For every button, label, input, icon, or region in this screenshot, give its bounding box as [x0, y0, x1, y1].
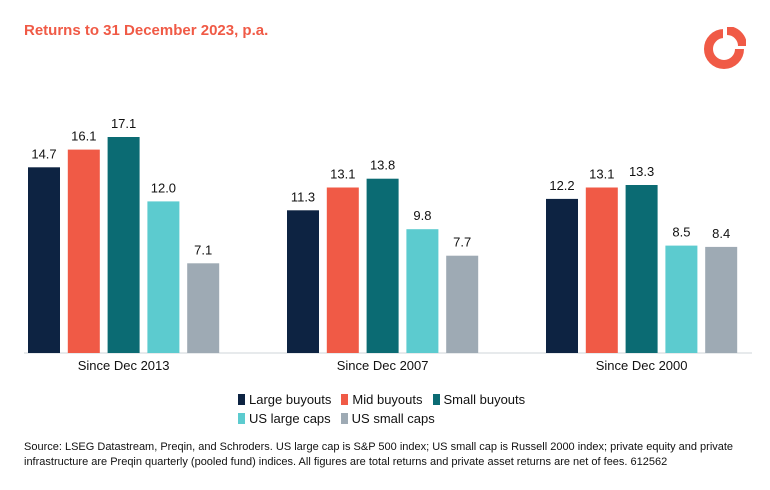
legend-label: Small buyouts	[443, 392, 526, 407]
data-label: 7.7	[453, 235, 471, 250]
bar-us-large-caps	[665, 245, 698, 353]
bar-large-buyouts	[287, 210, 319, 353]
bar-mid-buyouts	[585, 187, 618, 353]
bar-us-large-caps	[406, 229, 439, 353]
category-label: Since Dec 2013	[78, 358, 170, 373]
category-labels-group: Since Dec 2013 Since Dec 2007 Since Dec 20…	[78, 358, 688, 373]
bar-us-large-caps	[147, 201, 180, 353]
schroders-logo-icon	[704, 27, 746, 69]
bars-group	[28, 137, 738, 353]
bar-mid-buyouts	[326, 187, 359, 353]
category-label: Since Dec 2000	[596, 358, 688, 373]
bar-mid-buyouts	[67, 149, 100, 353]
bar-large-buyouts	[546, 198, 578, 353]
data-label: 11.3	[291, 189, 315, 204]
legend-label: US small caps	[351, 411, 435, 426]
legend-swatch	[432, 394, 440, 405]
data-label: 17.1	[111, 116, 136, 131]
legend-item: Mid buyouts	[341, 392, 423, 407]
legend-label: US large caps	[249, 411, 331, 426]
legend-label: Mid buyouts	[352, 392, 423, 407]
legend-item: US small caps	[340, 411, 435, 426]
data-label: 13.8	[370, 158, 395, 173]
legend-swatch	[238, 413, 245, 424]
bar-small-buyouts	[625, 185, 658, 353]
data-label: 9.8	[413, 208, 431, 223]
data-label: 13.1	[330, 167, 355, 182]
legend-swatch	[341, 394, 349, 405]
data-label: 13.1	[589, 167, 614, 182]
bar-small-buyouts	[366, 178, 399, 353]
source-note: Source: LSEG Datastream, Preqin, and Sch…	[24, 441, 734, 468]
data-label: 7.1	[194, 242, 212, 257]
legend-item: US large caps	[238, 411, 331, 426]
data-label: 16.1	[71, 129, 96, 144]
bar-us-small-caps	[705, 246, 738, 353]
data-label: 13.3	[629, 164, 654, 179]
legend-item: Small buyouts	[432, 392, 526, 407]
category-label: Since Dec 2007	[337, 358, 429, 373]
legend-label: Large buyouts	[249, 392, 332, 407]
data-label: 12.2	[549, 178, 574, 193]
data-label: 8.5	[672, 225, 690, 240]
legend: Large buyouts Mid buyouts Small buyouts US …	[238, 392, 558, 426]
data-label: 8.4	[712, 226, 730, 241]
bar-us-small-caps	[187, 263, 220, 353]
bar-small-buyouts	[107, 137, 140, 353]
legend-swatch	[238, 394, 245, 405]
legend-swatch	[340, 413, 348, 424]
legend-item: Large buyouts	[238, 392, 331, 407]
chart-title: Returns to 31 December 2023, p.a.	[24, 22, 269, 39]
value-labels-group: 14.7 16.1 17.1 12.0 7.1 11.3 13.1 13.8 9.8 7.7 12.…	[31, 116, 730, 257]
bar-us-small-caps	[446, 255, 479, 353]
bar-large-buyouts	[28, 167, 60, 353]
data-label: 12.0	[151, 180, 176, 195]
data-label: 14.7	[31, 146, 56, 161]
